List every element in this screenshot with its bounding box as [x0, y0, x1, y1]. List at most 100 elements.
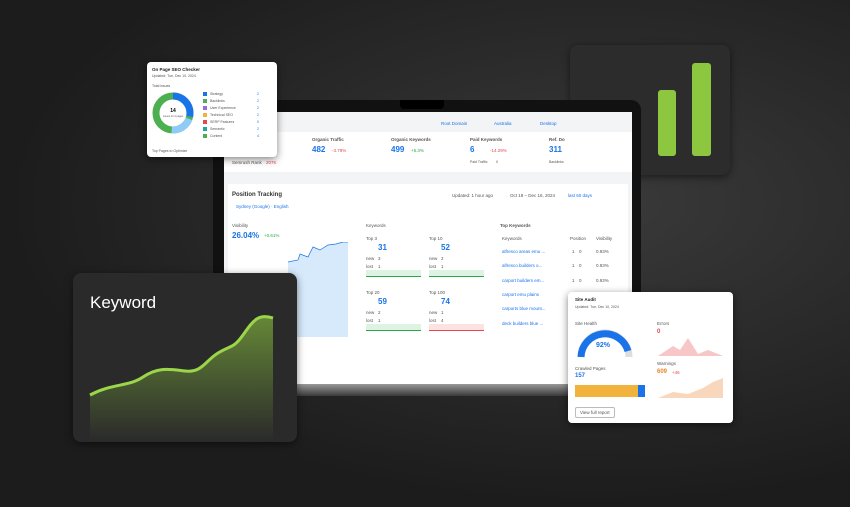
metric-value: 6	[470, 145, 475, 154]
updated: Updated: 1 hour ago	[452, 193, 494, 198]
swatch	[203, 92, 207, 96]
label: Top Keywords	[500, 223, 531, 228]
lost-label: lost	[429, 318, 437, 323]
visibility-chart	[288, 242, 348, 337]
category-name: Backlinks	[210, 99, 225, 103]
screen: ics Root Domain Australia Desktop Semrus…	[224, 112, 632, 384]
lost-label: lost	[429, 264, 437, 269]
filter[interactable]: Desktop	[540, 121, 557, 126]
category-count: 4	[257, 134, 259, 138]
crawled-bar	[575, 385, 645, 397]
filter[interactable]: Australia	[494, 121, 512, 126]
change: +46	[672, 370, 680, 375]
lost-value: 1	[378, 264, 381, 269]
position-change: 0	[579, 277, 582, 283]
filter[interactable]: Root Domain	[441, 121, 468, 126]
title: On Page SEO Checker	[152, 67, 201, 72]
title: Keyword	[90, 293, 157, 312]
metrics-row	[224, 132, 632, 172]
tile-label: Top 3	[366, 236, 378, 241]
shape	[90, 316, 273, 442]
footer: Top Pages to Optimize	[152, 149, 188, 153]
label: Keywords	[366, 223, 386, 228]
metric-change: -3.79%	[332, 148, 347, 153]
metric-label: Ref. Do	[549, 137, 565, 142]
lost-value: 1	[378, 318, 381, 323]
keyword-chart	[89, 315, 274, 442]
donut	[152, 92, 194, 134]
lost-value: 4	[441, 318, 444, 323]
new-label: new	[366, 310, 375, 315]
updated: Updated: Tue, Dec 10, 2024	[575, 305, 619, 309]
position-change: 0	[579, 263, 582, 269]
new-label: new	[429, 256, 438, 261]
updated: Updated: Tue, Dec 10, 2024	[152, 74, 196, 78]
metric-sub-label: Paid Traffic	[470, 160, 488, 164]
metric-change: +5.3%	[411, 148, 424, 153]
keyword: alfresco builders o...	[502, 263, 543, 269]
lost-value: 1	[441, 264, 444, 269]
button[interactable]: View full report	[575, 407, 615, 418]
new-value: 1	[441, 310, 444, 315]
tile-chart	[429, 324, 484, 331]
category-name: Content	[210, 134, 223, 138]
category-name: Strategy	[210, 92, 224, 96]
tile-value: 52	[441, 243, 450, 252]
category-count: 2	[257, 99, 259, 103]
tile-value: 59	[378, 297, 387, 306]
metric-value: 482	[312, 145, 326, 154]
metric-sub-value: 0	[496, 160, 498, 164]
swatch	[203, 127, 207, 131]
warnings: 609	[657, 369, 668, 375]
category-count: 2	[257, 127, 259, 131]
crawled: 157	[575, 373, 586, 379]
title: Position Tracking	[232, 192, 283, 198]
keyword: carport emu plains	[502, 291, 540, 297]
category-count: 2	[257, 92, 259, 96]
shape	[692, 63, 711, 156]
keyword: deck builders blue ...	[502, 320, 544, 326]
errors-chart	[658, 338, 723, 356]
title: Site Audit	[575, 297, 596, 302]
period[interactable]: last 60 days	[568, 193, 593, 198]
laptop-base	[203, 384, 651, 396]
label: Site Health	[575, 321, 598, 326]
warnings-chart	[658, 378, 723, 398]
seo-card: On Page SEO Checker Updated: Tue, Dec 10…	[147, 62, 277, 157]
tile-value: 74	[441, 297, 450, 306]
tile-chart	[366, 324, 421, 331]
lost-label: lost	[366, 264, 374, 269]
swatch	[203, 134, 207, 138]
category-name: User Experience	[210, 106, 236, 110]
position: 1	[572, 263, 575, 269]
tile-chart	[366, 270, 421, 277]
errors: 0	[657, 329, 661, 335]
tile-value: 31	[378, 243, 387, 252]
position-change: 0	[579, 249, 582, 254]
metric-sub-label: Backlinks	[549, 160, 564, 164]
category-name: Technical SEO	[210, 113, 233, 117]
swatch	[203, 99, 207, 103]
label: Total issues	[152, 84, 171, 88]
location: Sydney (Google) · English	[236, 204, 289, 209]
swatch	[203, 120, 207, 124]
rank-label: Semrush Rank	[232, 160, 262, 165]
health-gauge	[577, 329, 633, 358]
new-value: 2	[441, 256, 444, 261]
health: 92%	[596, 342, 611, 349]
label: Warnings	[657, 361, 676, 366]
tile-label: Top 20	[366, 290, 380, 295]
lost-label: lost	[366, 318, 374, 323]
site-audit-card: Site Audit Updated: Tue, Dec 10, 2024 Si…	[568, 292, 733, 423]
keyword-card: Keyword	[73, 273, 297, 442]
visibility: 0.93%	[596, 249, 609, 254]
notch	[400, 100, 444, 109]
change: +0.61%	[264, 233, 280, 238]
shape	[152, 92, 194, 134]
visibility: 0.93%	[596, 277, 609, 283]
position: 1	[572, 249, 575, 254]
shape	[658, 378, 723, 398]
range: Oct 18 – Dec 16, 2024	[510, 193, 556, 198]
metric-label: Organic Traffic	[312, 137, 344, 142]
